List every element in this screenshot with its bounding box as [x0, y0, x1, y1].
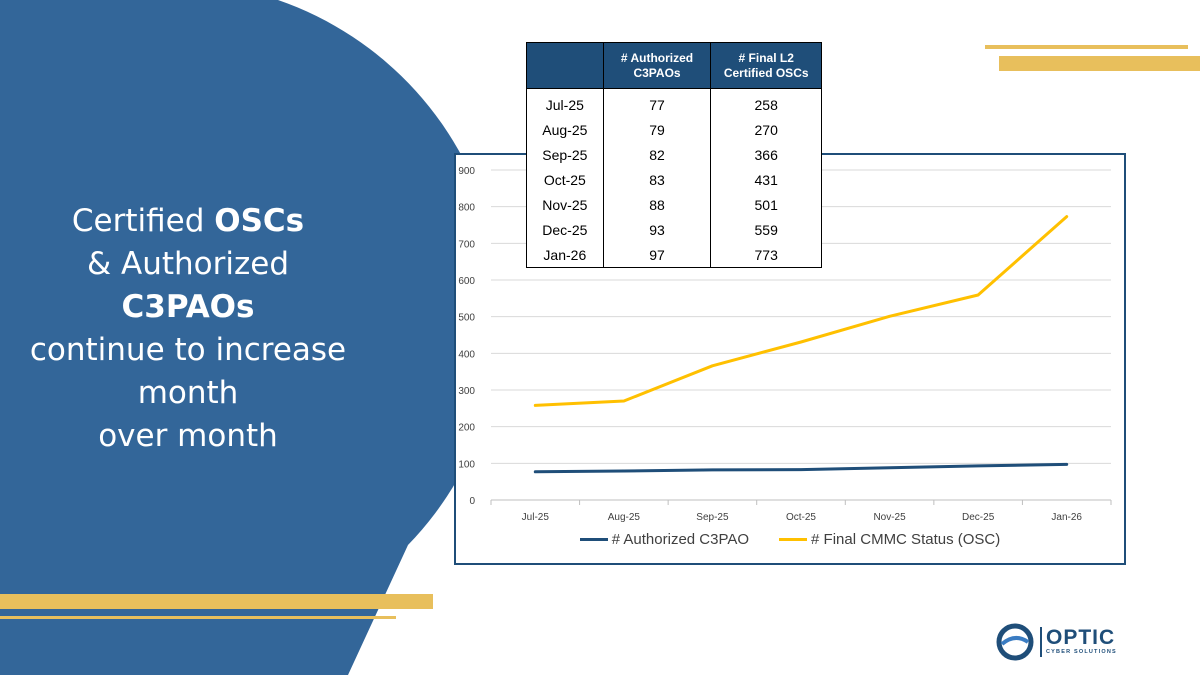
- gold-accent-bar: [0, 594, 433, 609]
- table-cell-c3paos: 82: [602, 142, 712, 168]
- table-header-c3paos: # Authorized C3PAOs: [602, 42, 712, 89]
- headline-line-4: continue to increase: [29, 332, 347, 368]
- table-cell-oscs: 258: [710, 88, 822, 118]
- gold-accent-line-top: [985, 45, 1188, 49]
- table-cell-month: Sep-25: [526, 142, 604, 168]
- headline-line-6: over month: [98, 418, 278, 454]
- legend-item-c3pao: # Authorized C3PAO: [579, 531, 750, 548]
- legend-swatch-c3pao: [579, 538, 608, 541]
- gold-accent-line: [0, 616, 396, 619]
- logo-subtitle: CYBER SOLUTIONS: [1046, 649, 1117, 655]
- legend-label-c3pao: # Authorized C3PAO: [611, 531, 750, 548]
- y-tick-label: 700: [458, 239, 475, 250]
- table-row: Jul-25 77 258: [526, 88, 822, 118]
- table-row: Nov-25 88 501: [526, 192, 822, 218]
- table-header-oscs: # Final L2 Certified OSCs: [710, 42, 822, 89]
- table-cell-c3paos: 93: [602, 217, 712, 243]
- headline-line-5: month: [137, 375, 239, 411]
- table-cell-month: Nov-25: [526, 192, 604, 218]
- headline-line-2: & Authorized: [86, 246, 290, 282]
- y-tick-label: 800: [458, 203, 475, 214]
- x-tick-label: Aug-25: [608, 512, 641, 523]
- headline-line-1: Certified OSCs: [71, 203, 305, 239]
- table-row: Aug-25 79 270: [526, 117, 822, 143]
- x-tick-label: Sep-25: [696, 512, 729, 523]
- table-row: Jan-26 97 773: [526, 242, 822, 268]
- table-cell-oscs: 501: [710, 192, 822, 218]
- legend-item-osc: # Final CMMC Status (OSC): [779, 531, 1000, 548]
- y-tick-label: 500: [458, 313, 475, 324]
- table-cell-month: Aug-25: [526, 117, 604, 143]
- table-row: Dec-25 93 559: [526, 217, 822, 243]
- y-tick-label: 300: [458, 386, 475, 397]
- table-row: Oct-25 83 431: [526, 167, 822, 193]
- headline-line-3: C3PAOs: [121, 289, 255, 325]
- table-cell-month: Jul-25: [526, 88, 604, 118]
- optic-logo-icon: [996, 623, 1034, 661]
- table-cell-c3paos: 97: [602, 242, 712, 268]
- chart-legend: # Authorized C3PAO # Final CMMC Status (…: [456, 531, 1124, 548]
- x-tick-label: Jan-26: [1051, 512, 1082, 523]
- series-line-0: [533, 462, 1069, 474]
- table-cell-oscs: 431: [710, 167, 822, 193]
- data-table: # Authorized C3PAOs # Final L2 Certified…: [526, 42, 822, 268]
- x-tick-label: Oct-25: [786, 512, 816, 523]
- logo-text: OPTIC CYBER SOLUTIONS: [1046, 626, 1117, 656]
- y-tick-label: 100: [458, 459, 475, 470]
- optic-logo: OPTIC CYBER SOLUTIONS: [996, 622, 1126, 662]
- legend-label-osc: # Final CMMC Status (OSC): [811, 531, 1001, 548]
- table-cell-month: Dec-25: [526, 217, 604, 243]
- x-tick-label: Nov-25: [873, 512, 906, 523]
- table-cell-oscs: 773: [710, 242, 822, 268]
- table-header-row: # Authorized C3PAOs # Final L2 Certified…: [526, 42, 822, 89]
- logo-divider: [1040, 627, 1042, 657]
- table-cell-oscs: 270: [710, 117, 822, 143]
- y-tick-label: 0: [469, 496, 475, 507]
- y-tick-label: 200: [458, 423, 475, 434]
- table-cell-month: Jan-26: [526, 242, 604, 268]
- x-tick-label: Dec-25: [962, 512, 995, 523]
- y-tick-label: 900: [458, 166, 475, 177]
- chart-canvas: 0 100 200 300 400 500 600 700 800 900 Jul-25 Aug-25…: [458, 166, 1112, 523]
- table-cell-c3paos: 83: [602, 167, 712, 193]
- headline: Certified OSCs & Authorized C3PAOs conti…: [0, 200, 376, 458]
- blue-circle-panel: [0, 0, 502, 675]
- table-cell-c3paos: 88: [602, 192, 712, 218]
- gold-accent-bar-top: [999, 56, 1200, 71]
- table-cell-month: Oct-25: [526, 167, 604, 193]
- table-cell-c3paos: 77: [602, 88, 712, 118]
- table-row: Sep-25 82 366: [526, 142, 822, 168]
- x-tick-label: Jul-25: [522, 512, 550, 523]
- table-header-month: [526, 42, 604, 89]
- logo-name: OPTIC: [1046, 626, 1116, 649]
- table-cell-c3paos: 79: [602, 117, 712, 143]
- y-tick-label: 600: [458, 276, 475, 287]
- legend-swatch-osc: [779, 538, 808, 541]
- y-tick-label: 400: [458, 349, 475, 360]
- table-cell-oscs: 366: [710, 142, 822, 168]
- table-cell-oscs: 559: [710, 217, 822, 243]
